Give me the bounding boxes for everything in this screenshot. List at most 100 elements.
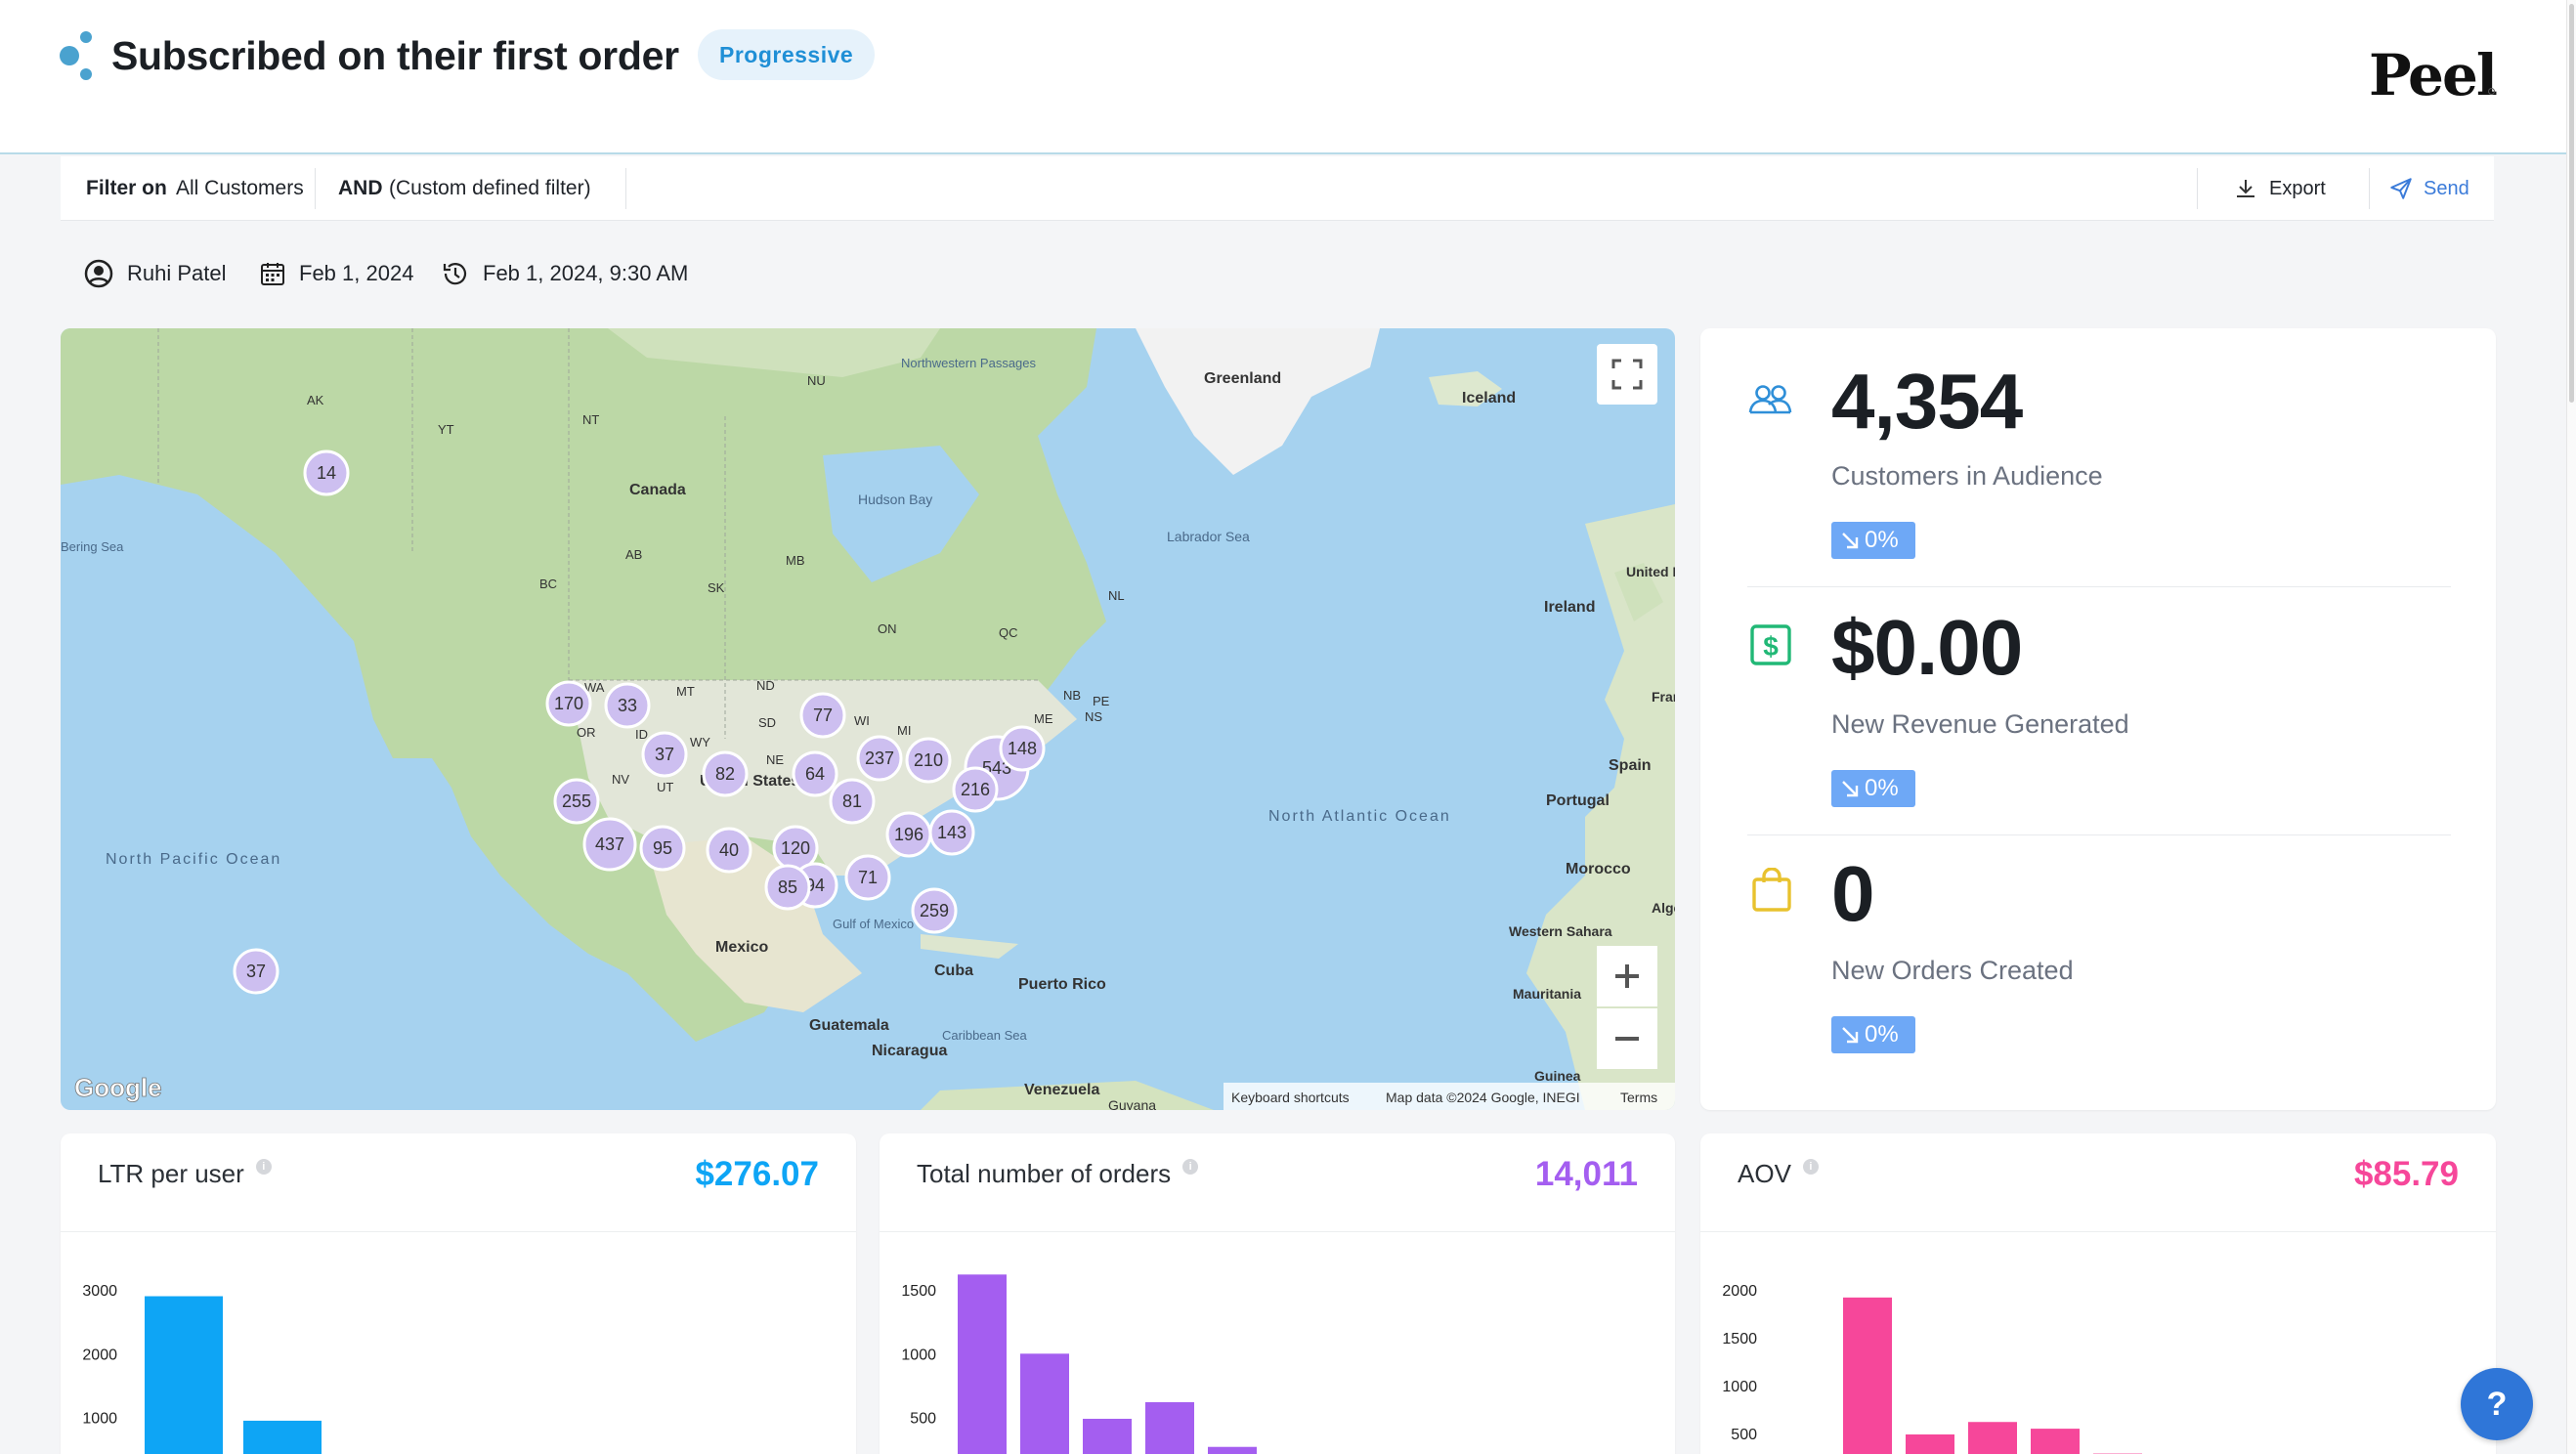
stats-divider	[1747, 586, 2451, 587]
owner-info: Ruhi Patel	[84, 256, 227, 291]
page-scrollbar[interactable]	[2566, 0, 2576, 1454]
chart-bar[interactable]	[2031, 1429, 2080, 1454]
map-cluster[interactable]: 148	[999, 725, 1046, 772]
chart-bar[interactable]	[958, 1274, 1007, 1454]
map-cluster[interactable]: 120	[772, 825, 819, 872]
svg-text:40: 40	[719, 840, 739, 860]
chart-bar[interactable]	[145, 1296, 223, 1454]
svg-text:64: 64	[805, 764, 825, 784]
map-label-united-kingdom: United Kingdom	[1626, 564, 1675, 579]
map-label-nt: NT	[582, 412, 599, 427]
chart-bar[interactable]	[1020, 1353, 1069, 1454]
terms-link[interactable]: Terms	[1620, 1090, 1657, 1105]
map-canvas[interactable]: Greenland Iceland Canada Hudson Bay Labr…	[61, 328, 1675, 1110]
map-label-or: OR	[577, 725, 596, 740]
info-icon[interactable]: i	[255, 1159, 272, 1175]
map-cluster[interactable]: 170	[545, 680, 592, 727]
map-cluster[interactable]: 210	[905, 737, 952, 784]
info-icon[interactable]: i	[1802, 1159, 1819, 1175]
filter-divider	[315, 168, 316, 209]
map-cluster[interactable]: 237	[856, 735, 903, 782]
map-label-ak: AK	[307, 393, 324, 407]
map-cluster[interactable]: 143	[928, 809, 975, 856]
map-label-qc: QC	[999, 625, 1018, 640]
map-label-guyana: Guyana	[1108, 1097, 1156, 1110]
map-label-puerto-rico: Puerto Rico	[1018, 976, 1106, 993]
calendar-icon	[261, 263, 284, 285]
svg-text:$: $	[1763, 631, 1779, 662]
map-cluster[interactable]: 64	[792, 750, 838, 797]
map-label-nicaragua: Nicaragua	[872, 1043, 947, 1059]
arrow-down-right-icon	[1842, 781, 1859, 797]
ltr-card-title: LTR per user	[98, 1159, 244, 1188]
svg-text:37: 37	[655, 745, 674, 764]
map-cluster[interactable]: 37	[641, 731, 688, 778]
ltr-card-value: $276.07	[695, 1155, 819, 1193]
chart-bar[interactable]	[1906, 1433, 1954, 1454]
scrollbar-thumb[interactable]	[2569, 4, 2574, 403]
chart-bar[interactable]	[1968, 1422, 2017, 1454]
map-label-portugal: Portugal	[1546, 792, 1610, 809]
svg-text:95: 95	[653, 838, 672, 858]
map-label-ireland: Ireland	[1544, 599, 1595, 616]
export-button[interactable]: Export	[2234, 156, 2326, 221]
help-button[interactable]: ?	[2461, 1368, 2533, 1440]
keyboard-shortcuts-link[interactable]: Keyboard shortcuts	[1231, 1090, 1350, 1105]
map-label-guatemala: Guatemala	[809, 1017, 889, 1034]
svg-text:216: 216	[961, 780, 990, 799]
chart-bar[interactable]	[1843, 1297, 1892, 1454]
map-cluster[interactable]: 33	[604, 682, 651, 729]
send-icon	[2390, 178, 2412, 199]
chart-bar[interactable]	[1208, 1446, 1257, 1454]
and-label: AND	[338, 177, 383, 199]
map-cluster[interactable]: 255	[553, 778, 600, 825]
chart-bar[interactable]	[1083, 1418, 1132, 1454]
customer-map[interactable]: Greenland Iceland Canada Hudson Bay Labr…	[61, 328, 1675, 1110]
map-label-north-atlantic-ocean: North Atlantic Ocean	[1268, 808, 1451, 825]
map-label-wa: WA	[584, 680, 605, 695]
svg-text:77: 77	[813, 706, 833, 725]
map-zoom-in-button[interactable]	[1597, 946, 1657, 1006]
chart-bar[interactable]	[243, 1420, 322, 1454]
map-cluster[interactable]: 81	[829, 778, 876, 825]
filter-audience-select[interactable]: All Customers	[176, 177, 304, 199]
map-zoom-out-button[interactable]	[1597, 1008, 1657, 1069]
google-logo: Google	[74, 1073, 162, 1102]
history-icon	[443, 263, 467, 285]
created-date: Feb 1, 2024	[260, 256, 413, 291]
orders-created-value: 0	[1831, 850, 1874, 937]
y-tick-label: 1000	[901, 1347, 936, 1363]
map-cluster[interactable]: 437	[582, 817, 637, 872]
svg-text:196: 196	[894, 825, 923, 844]
brand-logo: Peel	[2369, 42, 2498, 108]
revenue-change-badge: 0%	[1831, 770, 1915, 807]
revenue-value: $0.00	[1831, 604, 2023, 691]
map-cluster[interactable]: 259	[911, 887, 958, 934]
map-label-nu: NU	[807, 373, 826, 388]
page-header: Subscribed on their first order Progress…	[0, 0, 2566, 154]
send-button[interactable]: Send	[2388, 156, 2469, 221]
map-cluster[interactable]: 77	[799, 692, 846, 739]
map-cluster[interactable]: 14	[303, 449, 350, 496]
map-cluster[interactable]: 95	[639, 825, 686, 872]
chart-bar[interactable]	[1145, 1401, 1194, 1454]
map-cluster[interactable]: 85	[764, 864, 811, 911]
total-orders-card: Total number of orders i 14,011 1500 1000 5…	[880, 1133, 1675, 1454]
map-fullscreen-button[interactable]	[1597, 344, 1657, 405]
map-cluster[interactable]: 216	[952, 766, 999, 813]
map-cluster[interactable]: 196	[885, 811, 932, 858]
map-label-yt: YT	[438, 422, 454, 437]
people-icon	[1748, 385, 1792, 414]
map-cluster[interactable]: 37	[233, 948, 279, 995]
map-cluster[interactable]: 71	[844, 854, 891, 901]
svg-text:14: 14	[317, 463, 336, 483]
customers-count: 4,354	[1831, 358, 2023, 445]
map-cluster[interactable]: 40	[706, 827, 752, 874]
custom-filter-select[interactable]: (Custom defined filter)	[389, 177, 591, 199]
revenue-label: New Revenue Generated	[1831, 709, 2129, 739]
map-cluster[interactable]: 82	[702, 750, 749, 797]
map-label-ab: AB	[625, 547, 642, 562]
info-icon[interactable]: i	[1182, 1159, 1199, 1175]
y-tick-label: 2000	[82, 1347, 117, 1363]
